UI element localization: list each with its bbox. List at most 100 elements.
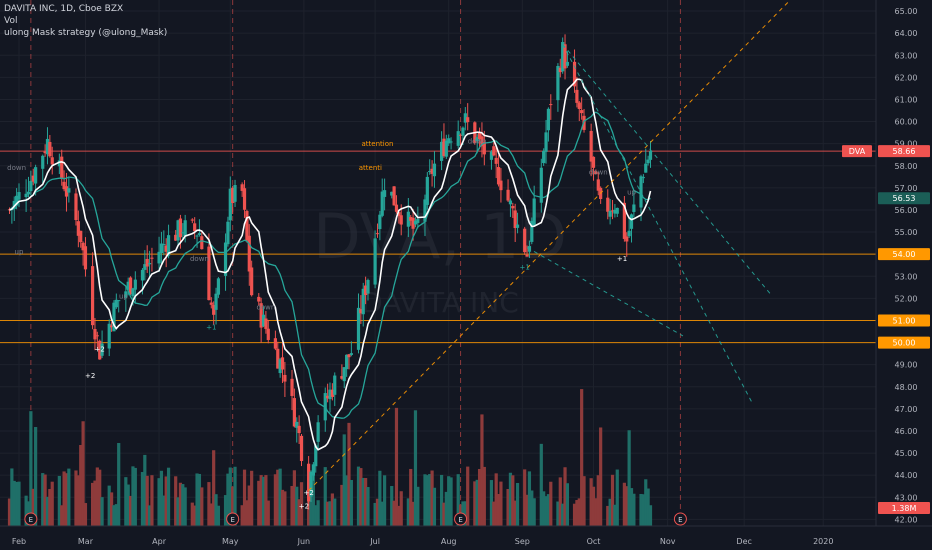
volume-bar xyxy=(107,485,111,526)
volume-bar xyxy=(15,481,19,526)
candle-body xyxy=(430,168,434,174)
volume-bar xyxy=(622,482,626,526)
volume-bar xyxy=(41,473,45,526)
time-tick-label: Oct xyxy=(587,537,601,546)
volume-bar xyxy=(641,494,645,526)
candle-body xyxy=(273,338,277,349)
volume-bar xyxy=(572,503,577,526)
time-tick-label: Nov xyxy=(660,537,676,546)
candle-body xyxy=(48,141,52,157)
candle-body xyxy=(124,291,128,298)
volume-bar xyxy=(223,495,228,526)
volume-bar xyxy=(67,468,71,526)
volume-bar xyxy=(345,475,349,526)
candle-body xyxy=(100,343,104,356)
volume-bar xyxy=(231,486,235,526)
time-tick-label: Jul xyxy=(369,537,380,546)
volume-bar xyxy=(34,427,38,526)
candle-body xyxy=(309,471,313,497)
volume-bar xyxy=(100,497,104,526)
volume-bar xyxy=(644,479,648,526)
legend-symbol[interactable]: DAVITA INC, 1D, Cboe BZX xyxy=(4,4,124,14)
candle-body xyxy=(561,42,565,72)
volume-bar xyxy=(79,445,83,526)
volume-bar xyxy=(214,494,218,526)
candle-body xyxy=(261,314,266,327)
candle-body xyxy=(646,159,650,164)
volume-bar xyxy=(359,468,363,526)
volume-bar xyxy=(228,467,232,526)
sma-fast-line xyxy=(9,78,652,451)
candle-body xyxy=(345,354,349,370)
volume-tag-bg xyxy=(878,502,930,514)
volume-bar xyxy=(278,468,282,526)
candle-body xyxy=(375,233,380,235)
volume-bar xyxy=(264,475,268,526)
volume-bar xyxy=(361,477,365,526)
candle-body xyxy=(532,198,536,226)
level-tag-text: 54.00 xyxy=(893,250,916,259)
candle-body xyxy=(577,102,581,110)
volume-bar xyxy=(157,478,161,526)
candle-body xyxy=(447,138,451,144)
candle-body xyxy=(544,132,548,152)
candle-body xyxy=(380,191,384,216)
candle-body xyxy=(373,238,377,285)
candle-body xyxy=(240,184,244,191)
volume-bar xyxy=(200,487,204,526)
symbol-tag-bg xyxy=(842,145,872,158)
level-tag-bg xyxy=(878,314,930,327)
candle-body xyxy=(93,328,97,340)
candle-body xyxy=(83,246,88,270)
volume-bar xyxy=(24,495,28,526)
volume-bar xyxy=(565,483,570,526)
candle-body xyxy=(492,146,496,156)
candle-body xyxy=(109,325,114,328)
volume-bar xyxy=(632,493,636,526)
volume-bar xyxy=(48,488,52,526)
symbol-tag-text: DVA xyxy=(849,147,866,156)
volume-bar xyxy=(333,498,337,526)
level-tag-bg xyxy=(878,248,930,261)
volume-bar xyxy=(261,476,266,526)
volume-bar xyxy=(93,480,97,526)
legend-strategy[interactable]: ulong Mask strategy (@ulong_Mask) xyxy=(4,28,168,38)
volume-bar xyxy=(594,498,598,526)
candle-body xyxy=(499,180,503,191)
volume-bar xyxy=(109,492,114,526)
horizontal-levels[interactable] xyxy=(0,150,876,344)
legend-volume[interactable]: Vol xyxy=(4,16,18,26)
volume-bar xyxy=(50,481,54,526)
candle-body xyxy=(183,220,187,236)
candle-body xyxy=(45,138,50,155)
volume-bar xyxy=(556,501,560,526)
candle-body xyxy=(565,61,570,66)
time-axis[interactable]: Feb Mar Apr May Jun Jul Aug Sep Oct Nov Dec 2020 xyxy=(0,525,932,546)
candle-body xyxy=(439,141,444,161)
volume-bar xyxy=(439,474,444,526)
candle-body xyxy=(112,302,116,332)
candle-body xyxy=(147,263,152,265)
candle-body xyxy=(347,354,351,358)
volume-bar xyxy=(176,497,180,526)
candle-body xyxy=(164,245,168,252)
time-tick-label: Mar xyxy=(78,537,94,546)
trendlines[interactable] xyxy=(308,0,806,491)
candle-body xyxy=(413,220,418,225)
candle-body xyxy=(406,211,410,227)
volume-bar xyxy=(166,467,171,526)
volume-bar xyxy=(406,498,410,526)
volume-bar xyxy=(475,479,479,526)
volume-bar xyxy=(558,477,562,526)
volume-bar xyxy=(98,469,102,526)
candle-body xyxy=(145,258,149,267)
candle-body xyxy=(523,228,527,253)
volume-bar xyxy=(392,500,396,526)
last-price-tag-text: 58.66 xyxy=(893,147,916,156)
volume-bar xyxy=(226,473,230,526)
volume-bar xyxy=(330,493,334,526)
volume-bar xyxy=(299,482,304,526)
volume-bar xyxy=(126,484,130,526)
